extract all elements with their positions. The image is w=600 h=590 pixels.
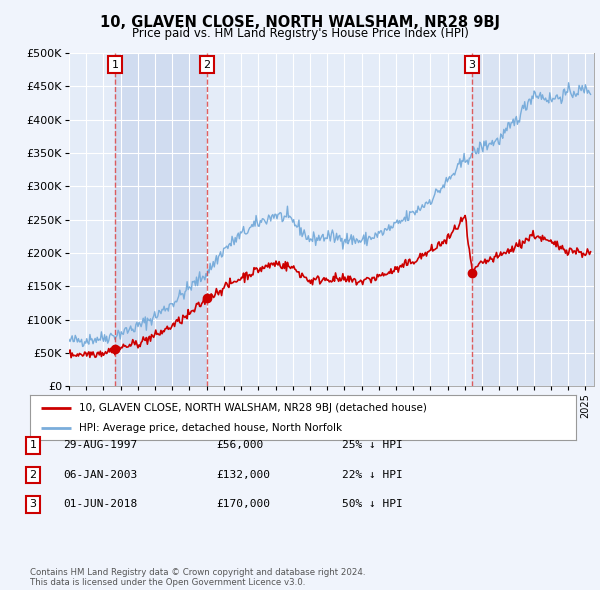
- Text: £170,000: £170,000: [216, 500, 270, 509]
- Text: 3: 3: [29, 500, 37, 509]
- Bar: [207, 53, 472, 386]
- Bar: [69, 53, 115, 386]
- Text: 06-JAN-2003: 06-JAN-2003: [63, 470, 137, 480]
- Text: 1: 1: [112, 60, 118, 70]
- Text: 29-AUG-1997: 29-AUG-1997: [63, 441, 137, 450]
- Text: 22% ↓ HPI: 22% ↓ HPI: [342, 470, 403, 480]
- Text: £132,000: £132,000: [216, 470, 270, 480]
- Text: 50% ↓ HPI: 50% ↓ HPI: [342, 500, 403, 509]
- Text: £56,000: £56,000: [216, 441, 263, 450]
- Text: HPI: Average price, detached house, North Norfolk: HPI: Average price, detached house, Nort…: [79, 424, 342, 434]
- Text: Contains HM Land Registry data © Crown copyright and database right 2024.
This d: Contains HM Land Registry data © Crown c…: [30, 568, 365, 587]
- Text: 25% ↓ HPI: 25% ↓ HPI: [342, 441, 403, 450]
- Text: 3: 3: [469, 60, 476, 70]
- Text: 10, GLAVEN CLOSE, NORTH WALSHAM, NR28 9BJ (detached house): 10, GLAVEN CLOSE, NORTH WALSHAM, NR28 9B…: [79, 403, 427, 412]
- Text: 2: 2: [203, 60, 211, 70]
- Text: 01-JUN-2018: 01-JUN-2018: [63, 500, 137, 509]
- Bar: [472, 53, 594, 386]
- Text: 1: 1: [29, 441, 37, 450]
- Text: Price paid vs. HM Land Registry's House Price Index (HPI): Price paid vs. HM Land Registry's House …: [131, 27, 469, 40]
- Text: 2: 2: [29, 470, 37, 480]
- Bar: [115, 53, 207, 386]
- Text: 10, GLAVEN CLOSE, NORTH WALSHAM, NR28 9BJ: 10, GLAVEN CLOSE, NORTH WALSHAM, NR28 9B…: [100, 15, 500, 30]
